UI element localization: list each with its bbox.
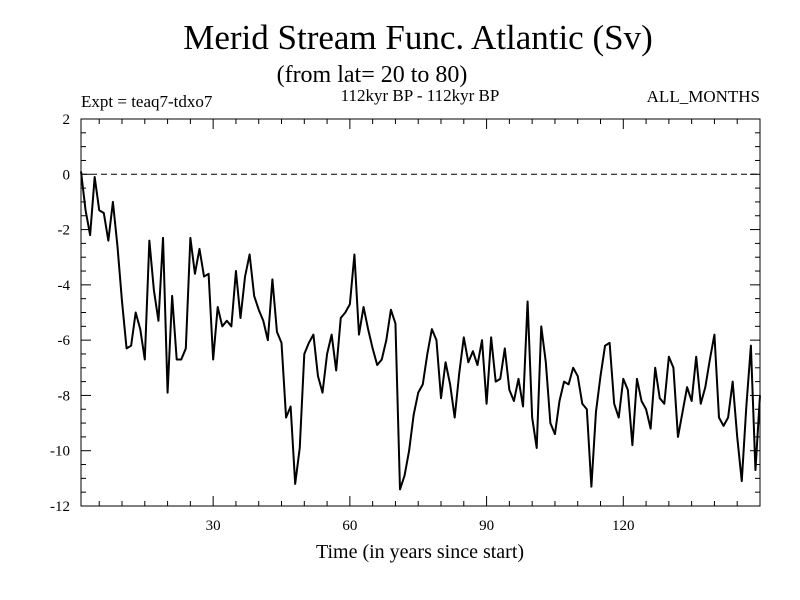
y-tick-label: -10 (50, 444, 70, 460)
experiment-label: Expt = teaq7-tdxo7 (81, 92, 213, 111)
y-axis-tick-labels: 2 0 -2 -4 -6 -8 -10 -12 (50, 112, 70, 515)
x-tick-label: 60 (342, 518, 357, 534)
y-tick-label: -8 (58, 388, 71, 404)
y-tick-label: -6 (58, 333, 71, 349)
y-tick-label: -12 (50, 499, 70, 515)
series-layer (80, 171, 761, 491)
series-line (80, 171, 761, 491)
y-tick-label: 0 (63, 167, 71, 183)
months-label: ALL_MONTHS (647, 87, 760, 106)
x-tick-label: 30 (206, 518, 221, 534)
chart-title: Merid Stream Func. Atlantic (Sv) (183, 18, 653, 57)
x-axis-label: Time (in years since start) (316, 541, 524, 563)
x-tick-label: 90 (479, 518, 494, 534)
x-axis-tick-labels: 30 60 90 120 (206, 518, 635, 534)
period-label: 112kyr BP - 112kyr BP (341, 86, 500, 105)
plot-frame (80, 118, 761, 507)
x-tick-label: 120 (612, 518, 635, 534)
y-tick-label: -2 (58, 223, 71, 239)
y-tick-label: -4 (58, 278, 71, 294)
chart-subtitle: (from lat= 20 to 80) (277, 62, 468, 88)
axis-ticks (81, 118, 760, 507)
y-tick-label: 2 (63, 112, 71, 128)
